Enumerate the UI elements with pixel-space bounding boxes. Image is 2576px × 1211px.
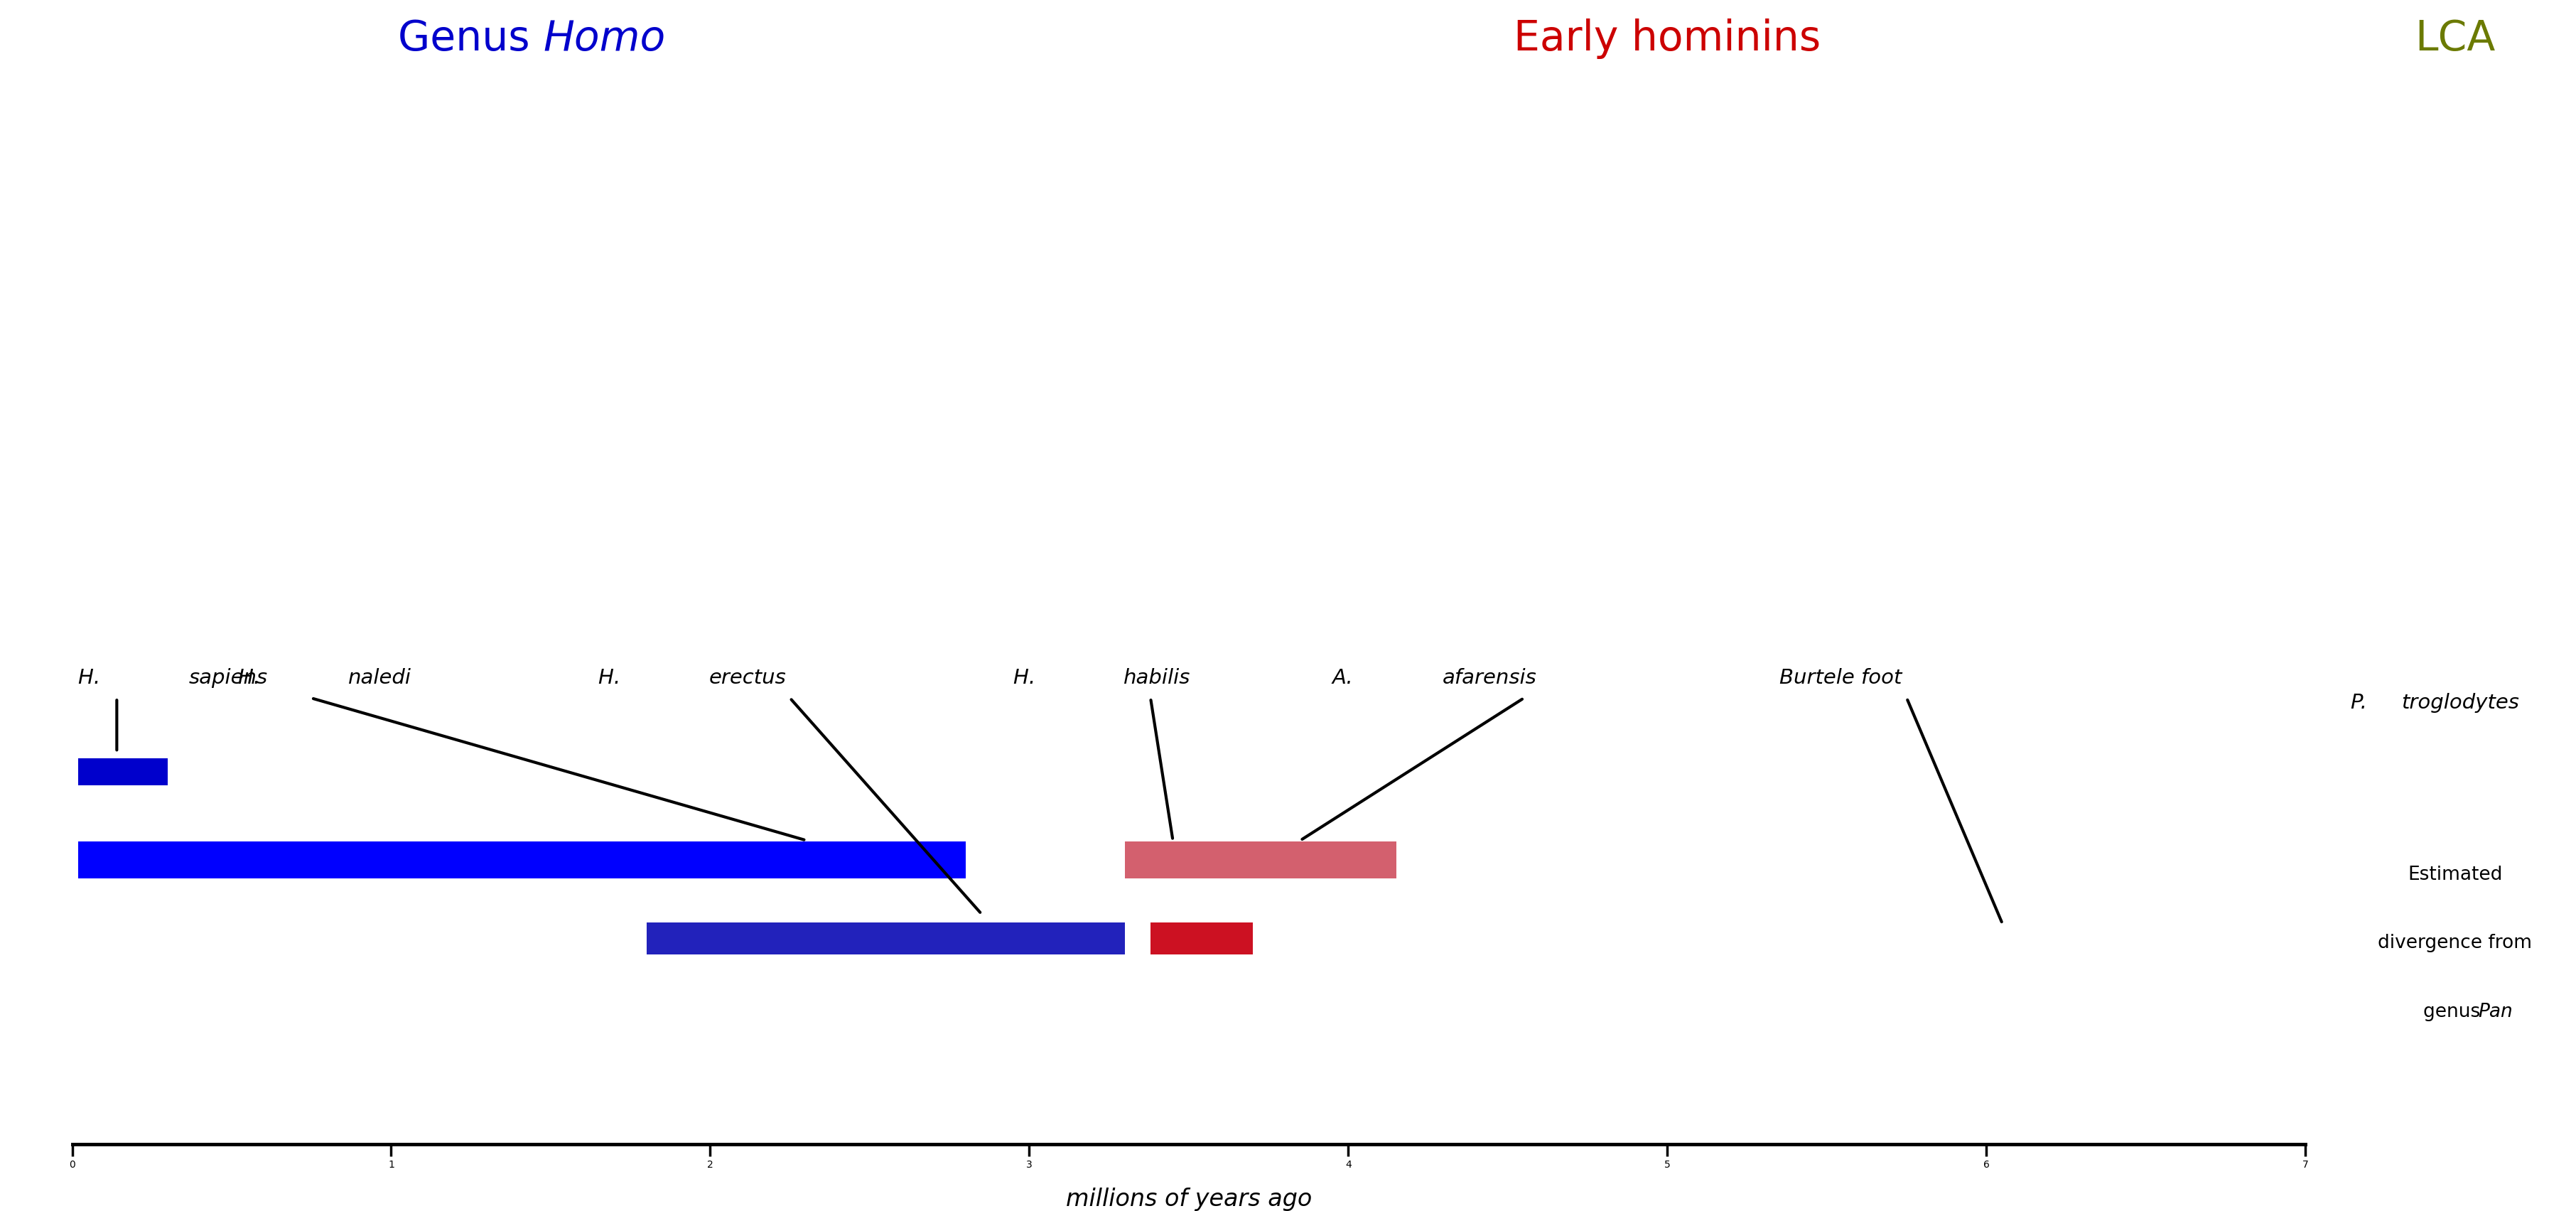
Text: H.: H. [598, 668, 629, 688]
Bar [77, 842, 966, 878]
Text: troglodytes: troglodytes [2401, 693, 2519, 713]
Text: afarensis: afarensis [1443, 668, 1538, 688]
Text: Genus: Genus [397, 18, 544, 59]
Text: Homo: Homo [544, 18, 665, 59]
Text: A.: A. [1332, 668, 1360, 688]
Text: Early hominins: Early hominins [1515, 18, 1821, 59]
Text: erectus: erectus [708, 668, 786, 688]
Text: sapiens: sapiens [188, 668, 268, 688]
Text: H.: H. [1012, 668, 1043, 688]
Text: P.: P. [2352, 693, 2372, 713]
Text: divergence from: divergence from [2378, 934, 2532, 953]
Text: genus: genus [2424, 1003, 2486, 1021]
Text: H.: H. [77, 668, 108, 688]
Text: Pan: Pan [2478, 1003, 2512, 1021]
Bar [1151, 923, 1252, 954]
Text: habilis: habilis [1123, 668, 1190, 688]
Text: LCA: LCA [2414, 18, 2496, 59]
Text: naledi: naledi [348, 668, 412, 688]
Bar [77, 758, 167, 785]
Bar [1126, 842, 1396, 878]
Text: Estimated: Estimated [2409, 866, 2501, 884]
X-axis label: millions of years ago: millions of years ago [1066, 1188, 1311, 1211]
Text: H.: H. [237, 668, 268, 688]
Text: Burtele foot: Burtele foot [1780, 668, 1901, 688]
Bar [647, 923, 1126, 954]
